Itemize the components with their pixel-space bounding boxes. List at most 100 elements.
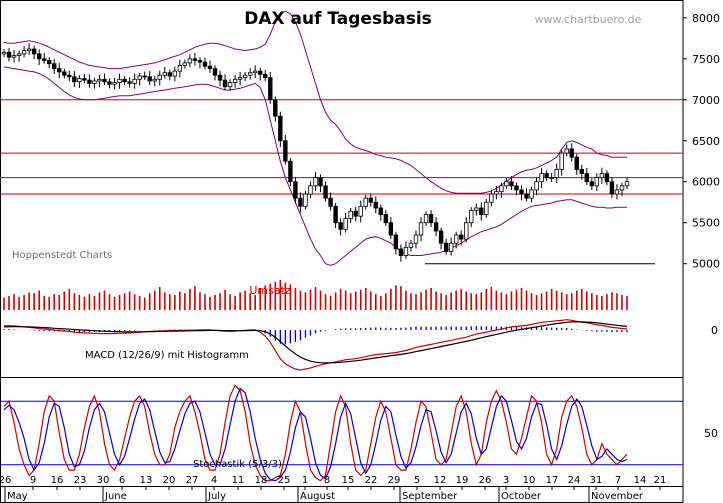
candle-body <box>31 48 37 55</box>
day-label: 3 <box>503 475 509 486</box>
candle-body <box>303 193 308 207</box>
candle-body <box>87 79 92 84</box>
candle-body <box>288 160 293 183</box>
price-tick-label: 5500 <box>692 217 720 230</box>
candle-body <box>609 181 615 195</box>
day-label: 6 <box>119 475 125 486</box>
candle-body <box>21 50 27 55</box>
month-label: September <box>402 491 458 502</box>
bollinger-band-line <box>3 10 627 194</box>
candle-body <box>117 78 122 83</box>
candle-body <box>62 71 67 76</box>
price-tick-label: 8000 <box>692 12 720 25</box>
day-label: 29 <box>388 475 401 486</box>
candle-body <box>97 78 102 82</box>
stochastic-panel <box>0 384 683 482</box>
day-label: 17 <box>546 475 559 486</box>
candle-body <box>77 78 82 83</box>
candle-body <box>36 53 42 60</box>
day-label: 9 <box>30 475 36 486</box>
candle-body <box>177 64 183 72</box>
candle-body <box>408 242 414 248</box>
price-tick-label: 7000 <box>692 94 720 107</box>
candle-body <box>152 78 157 82</box>
candle-body <box>6 51 12 58</box>
candle-body <box>524 193 529 199</box>
day-label: 11 <box>232 475 245 486</box>
day-label: 30 <box>97 475 110 486</box>
candle-body <box>247 72 253 76</box>
macd-title: MACD (12/26/9) mit Histogramm <box>85 350 249 361</box>
candle-body <box>167 72 172 77</box>
candle-body <box>242 74 248 79</box>
candle-body <box>11 55 17 58</box>
candle-body <box>534 181 539 191</box>
day-label: 31 <box>590 475 603 486</box>
candle-body <box>504 181 509 187</box>
day-label: 18 <box>255 475 268 486</box>
day-label: 20 <box>163 475 176 486</box>
day-label: 10 <box>523 475 536 486</box>
candle-body <box>428 214 434 224</box>
candle-body <box>438 230 444 244</box>
candle-body <box>202 61 208 67</box>
candle-body <box>313 177 318 187</box>
candle-body <box>398 248 404 256</box>
month-label: May <box>7 491 28 502</box>
candle-body <box>72 76 77 83</box>
day-label: 15 <box>342 475 355 486</box>
day-label: 12 <box>434 475 447 486</box>
candle-body <box>599 173 605 179</box>
stochastic-tick-label: 50 <box>704 427 718 440</box>
candle-body <box>268 77 273 101</box>
day-label: 7 <box>615 475 621 486</box>
day-label: 25 <box>278 475 291 486</box>
candle-body <box>16 53 22 56</box>
stochastic-title: Stochastik (5/3/3) <box>193 459 282 470</box>
candle-body <box>453 234 459 244</box>
candle-body <box>403 246 409 256</box>
candle-body <box>459 234 464 240</box>
candle-body <box>142 75 147 78</box>
candle-body <box>549 177 554 180</box>
candle-body <box>102 78 107 83</box>
candle-body <box>162 72 167 76</box>
candle-body <box>157 74 162 80</box>
day-label: 22 <box>365 475 378 486</box>
candle-body <box>544 173 549 179</box>
candle-body <box>614 189 620 195</box>
candle-body <box>182 62 188 66</box>
candle-body <box>348 210 353 220</box>
price-candles <box>1 43 630 262</box>
candle-body <box>464 222 469 240</box>
day-label: 16 <box>51 475 64 486</box>
candle-body <box>569 148 574 158</box>
day-label: 8 <box>324 475 330 486</box>
candle-body <box>283 140 288 162</box>
source-label: Hoppenstedt Charts <box>12 250 112 261</box>
candle-body <box>41 58 47 61</box>
macd-line <box>3 319 628 371</box>
candle-body <box>192 58 198 61</box>
candle-body <box>273 99 278 117</box>
candle-body <box>343 218 348 230</box>
day-label: 27 <box>186 475 199 486</box>
candle-body <box>624 181 630 187</box>
candle-body <box>353 210 358 217</box>
stochastic-line <box>3 384 628 482</box>
candle-body <box>232 78 238 83</box>
candle-body <box>147 76 152 82</box>
candle-body <box>509 181 514 187</box>
candle-body <box>278 115 283 142</box>
candle-body <box>514 185 519 191</box>
horizontal-levels <box>0 99 683 265</box>
stochastic-line <box>3 387 628 482</box>
candle-body <box>263 73 268 79</box>
candle-body <box>47 60 52 65</box>
candle-body <box>448 242 454 252</box>
candle-body <box>474 207 479 211</box>
chart-title: DAX auf Tagesbasis <box>244 9 432 29</box>
candle-body <box>207 65 213 70</box>
